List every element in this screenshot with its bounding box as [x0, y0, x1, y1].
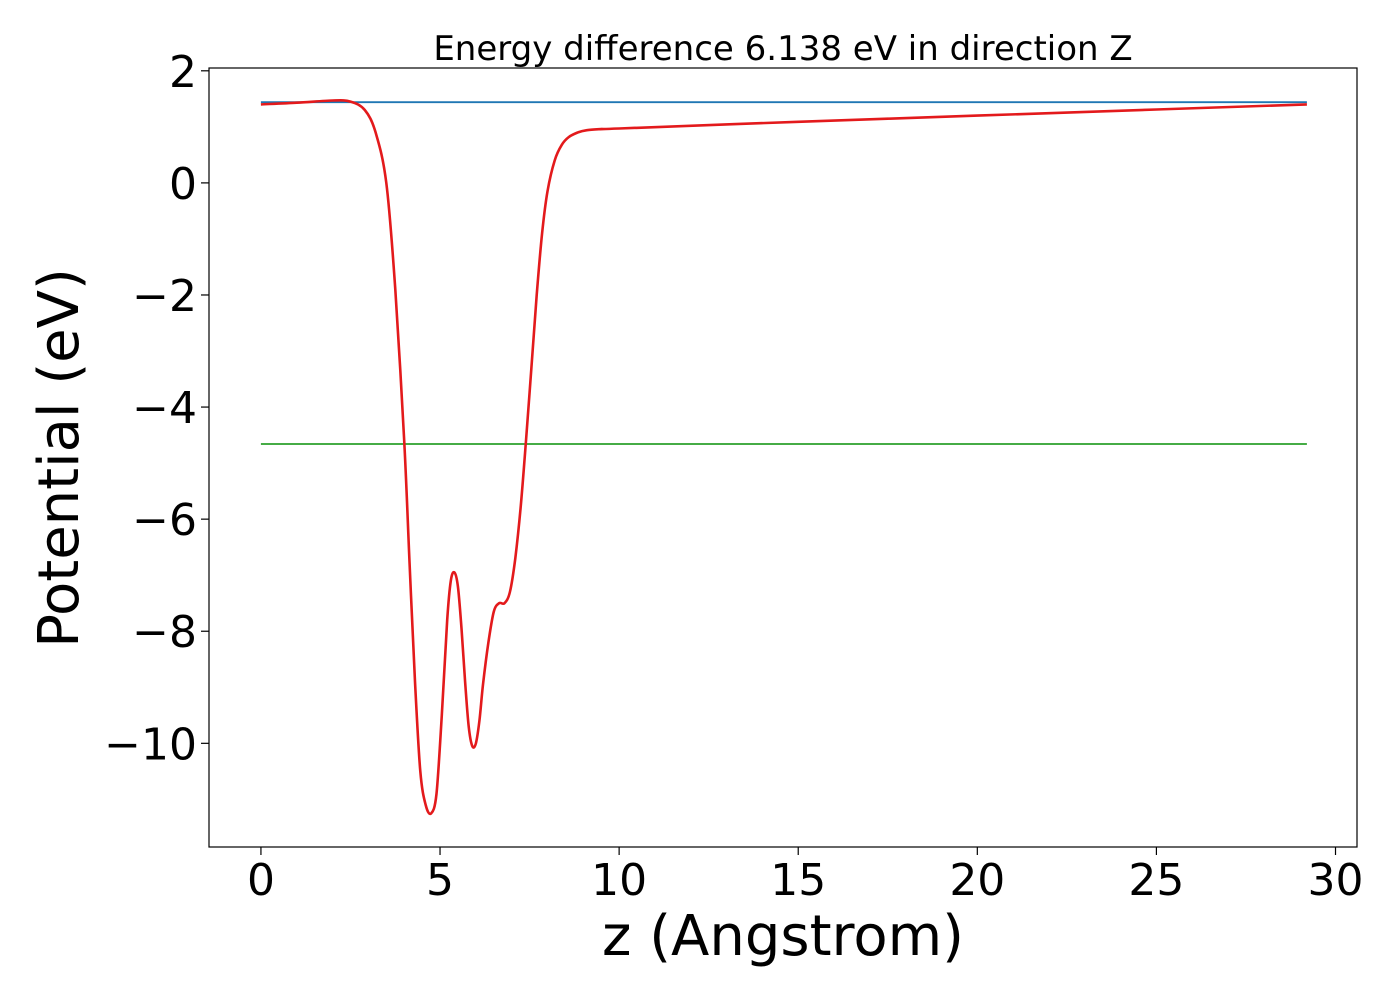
y-tick-label: −4: [132, 383, 197, 434]
x-tick-label: 15: [770, 855, 826, 906]
y-axis: 2 0 −2 −4 −6 −8 −10: [104, 47, 209, 770]
x-tick-label: 20: [949, 855, 1005, 906]
x-tick-label: 10: [591, 855, 647, 906]
y-tick-label: −6: [132, 495, 197, 546]
series-red-potential-line: [260, 99, 1307, 816]
y-tick-label: −2: [132, 271, 197, 322]
x-axis-label: z (Angstrom): [602, 904, 964, 969]
y-tick-label: 2: [169, 47, 197, 98]
chart-title: Energy difference 6.138 eV in direction …: [433, 29, 1132, 69]
y-tick-label: −8: [132, 607, 197, 658]
x-tick-label: 0: [247, 855, 275, 906]
y-axis-label: Potential (eV): [27, 268, 92, 648]
x-tick-label: 30: [1308, 855, 1364, 906]
series-layer: [260, 99, 1307, 816]
x-tick-label: 25: [1128, 855, 1184, 906]
plot-frame: [208, 67, 1358, 848]
y-tick-label: 0: [169, 159, 197, 210]
x-axis: 0 5 10 15 20 25 30: [247, 847, 1364, 906]
x-tick-label: 5: [426, 855, 454, 906]
y-tick-label: −10: [104, 719, 197, 770]
